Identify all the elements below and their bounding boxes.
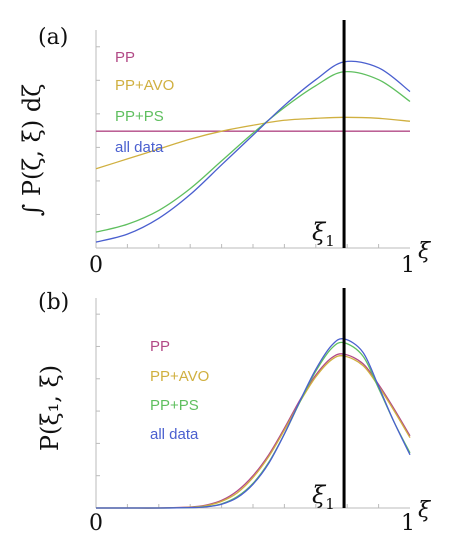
series-line-b-pp-ps [96,341,411,509]
panel-label-b: (b) [38,290,69,315]
panel-label-a: (a) [38,25,68,50]
series-line-a-all-data [95,60,411,243]
xi1-label-b: ξ1 [312,481,335,513]
legend-b-all-data: all data [150,426,199,443]
x-axis-label-a: ξ [418,239,432,264]
x-axis-label-b: ξ [418,498,432,523]
legend-a-pp-ps: PP+PS [115,108,164,125]
x-tick-label-a-1: 1 [401,253,415,278]
series-line-a-pp-ps [95,70,411,233]
panel-a: (a) ∫ P(ζ, ξ) dζ 0 1 ξ ξ1 PP PP+AVO PP+P… [18,20,432,278]
panel-b: (b) P(ξ₁, ξ) 0 1 ξ ξ1 PP PP+AVO PP+PS al… [36,288,432,536]
y-axis-label-a: ∫ P(ζ, ξ) dζ [18,84,46,217]
svg-text:∫ P(ζ, ξ) dζ: ∫ P(ζ, ξ) dζ [18,84,46,217]
legend-b-pp: PP [150,338,170,355]
legend-b-pp-avo: PP+AVO [150,368,209,385]
legend-a-pp-avo: PP+AVO [115,77,174,94]
series-line-b-all-data [96,338,411,509]
svg-text:P(ξ₁, ξ): P(ξ₁, ξ) [36,365,64,451]
legend-b-pp-ps: PP+PS [150,397,199,414]
plot-area-b [95,288,411,509]
x-tick-label-b-0: 0 [89,511,103,536]
legend-a-all-data: all data [115,139,164,156]
xi1-label-a: ξ1 [312,218,335,250]
x-tick-label-b-1: 1 [401,511,415,536]
x-tick-label-a-0: 0 [89,253,103,278]
y-axis-label-b: P(ξ₁, ξ) [36,365,64,451]
plot-area-a [95,20,411,249]
legend-a-pp: PP [115,49,135,66]
series-line-a-pp-avo [95,116,411,170]
